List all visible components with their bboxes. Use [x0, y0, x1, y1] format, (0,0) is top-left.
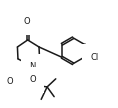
- Text: Cl: Cl: [91, 53, 99, 62]
- Text: N: N: [29, 62, 36, 71]
- Text: O: O: [6, 76, 13, 86]
- Text: O: O: [30, 75, 36, 84]
- Text: O: O: [23, 17, 30, 26]
